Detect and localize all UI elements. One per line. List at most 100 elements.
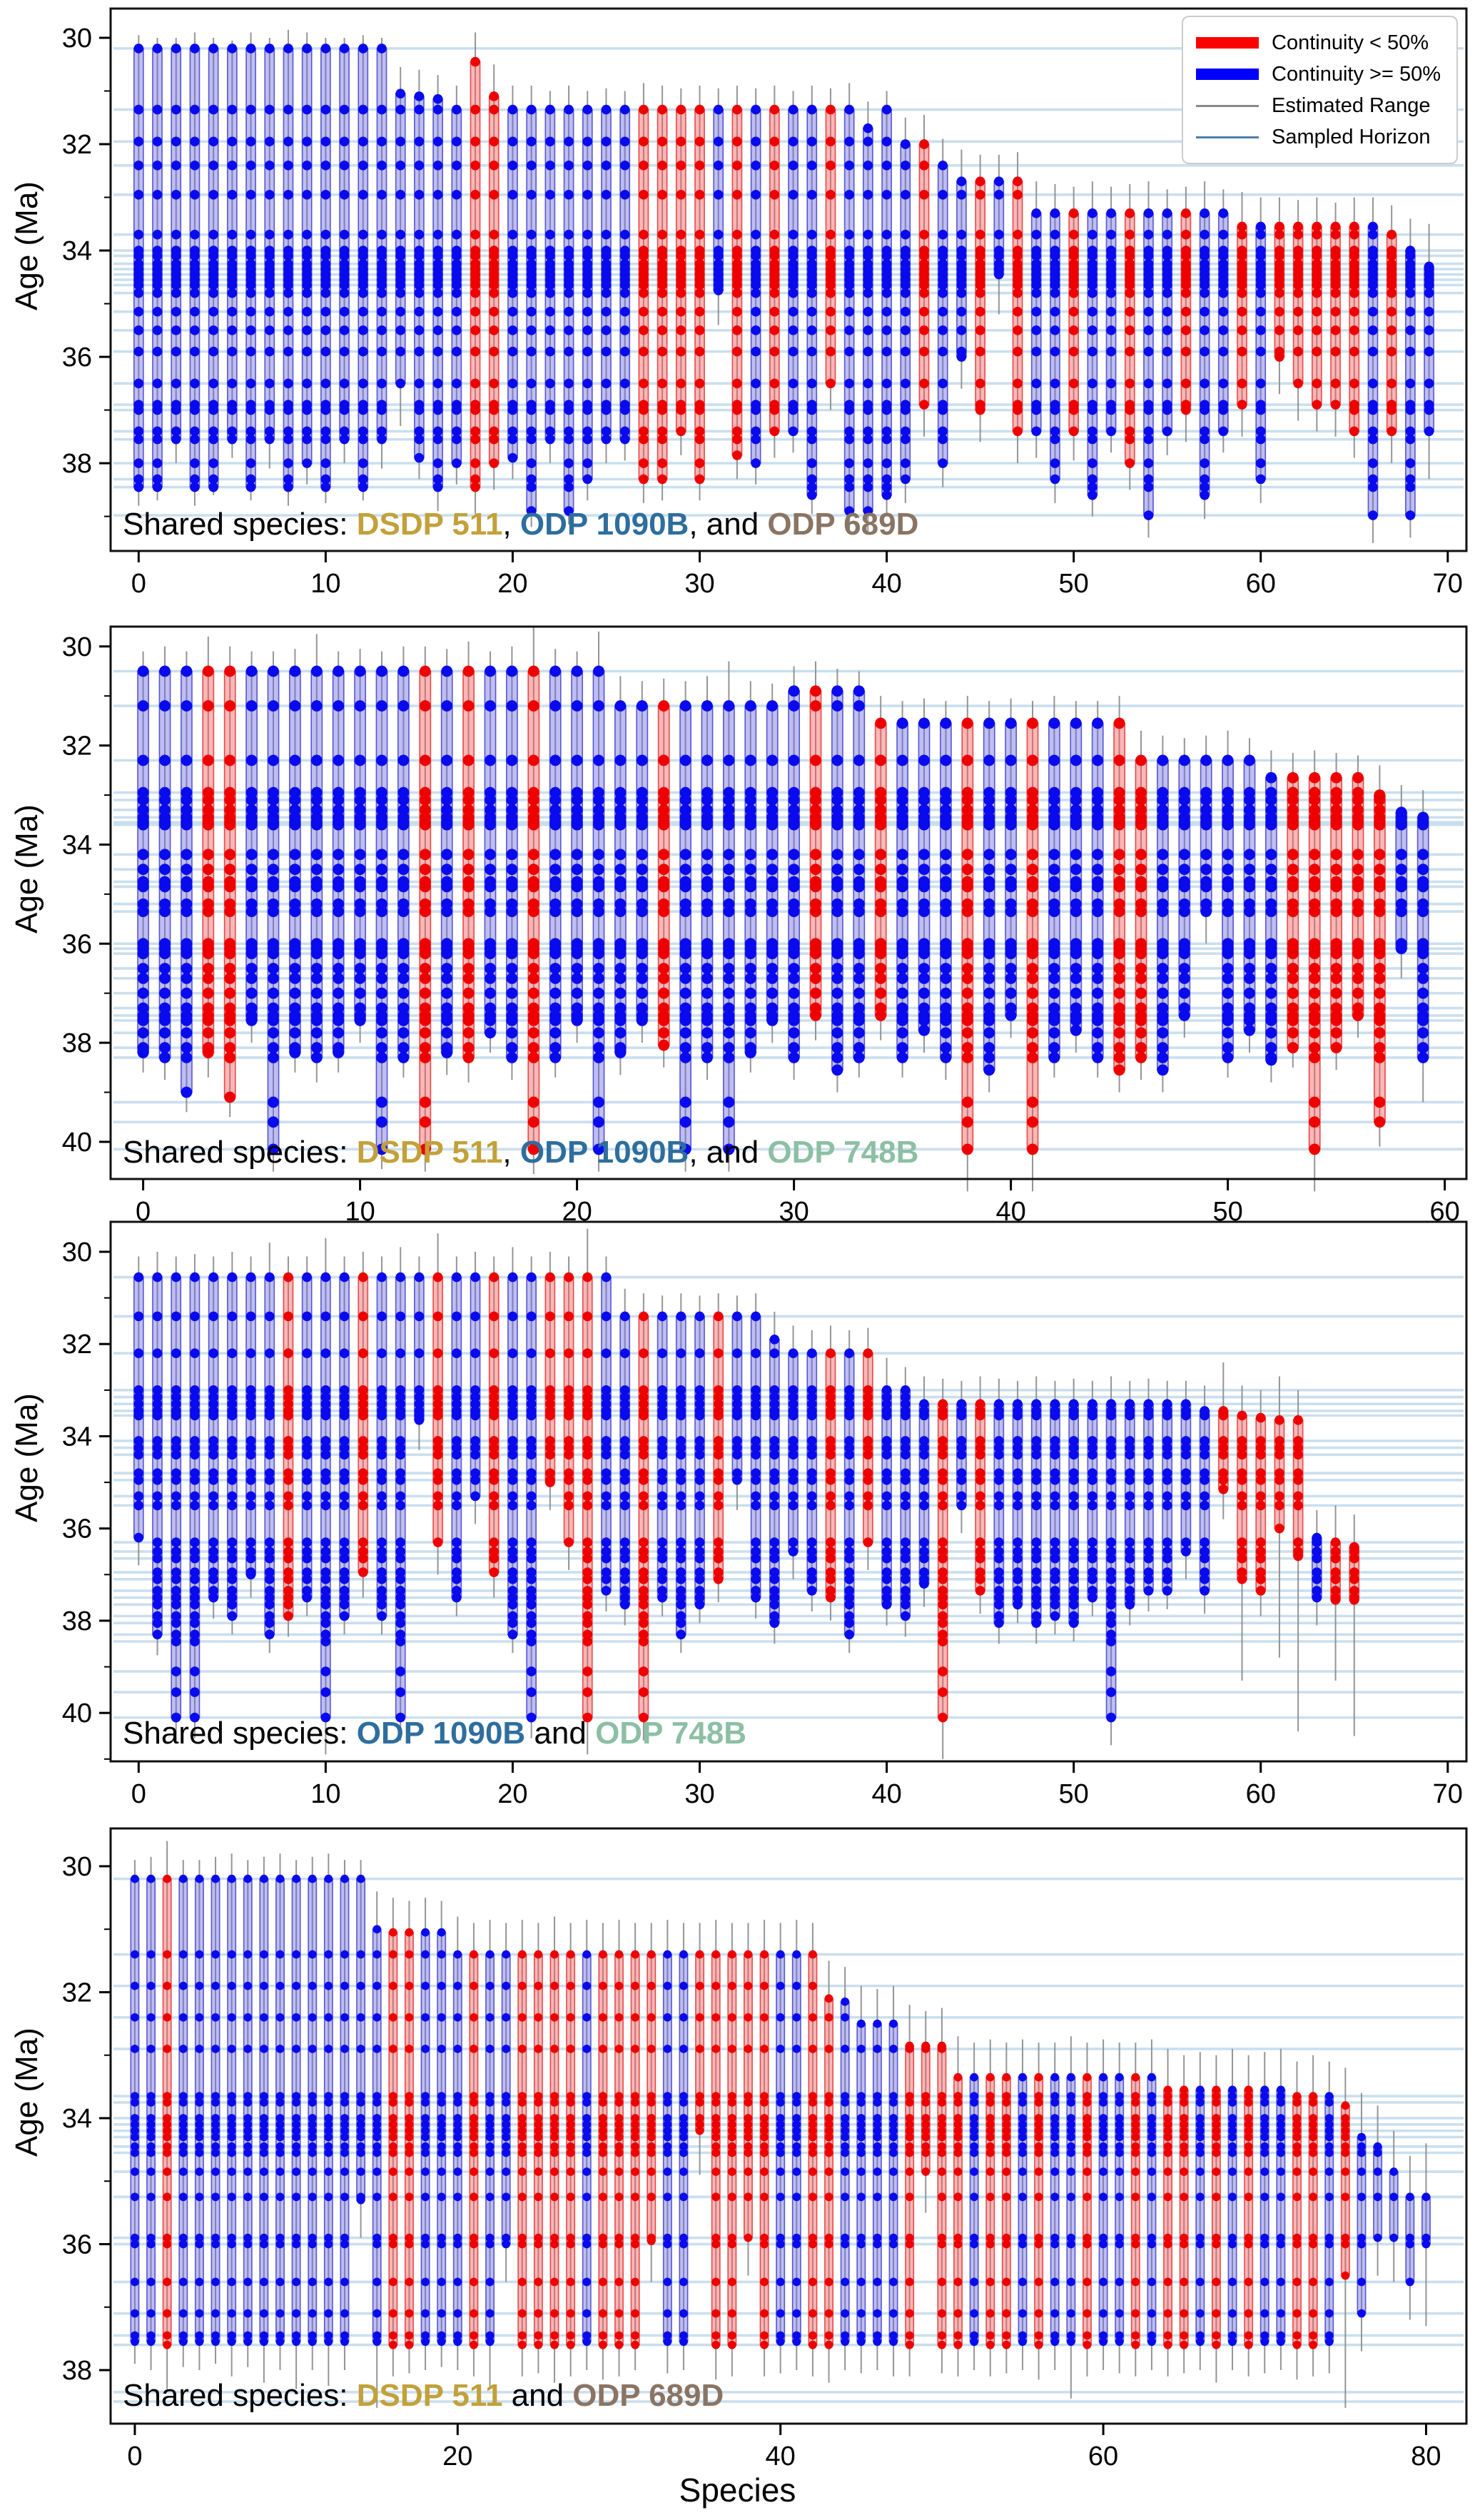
species-range-bar xyxy=(267,651,280,1172)
species-range-bar xyxy=(1255,197,1267,503)
panel-2-y-axis: 30 32 34 36 38 40 xyxy=(62,632,111,1158)
panel-2-x-axis: 0 10 20 30 40 50 60 xyxy=(136,1179,1460,1227)
species-range-bar xyxy=(451,1256,462,1616)
species-range-bar xyxy=(900,117,911,503)
species-range-bar xyxy=(1105,1376,1117,1746)
species-range-bar xyxy=(181,651,193,1113)
species-range-bar xyxy=(1308,2055,1318,2377)
species-range-bar xyxy=(1292,2061,1302,2380)
caption-panel-4: Shared species: DSDP 511 and ODP 689D xyxy=(123,2378,724,2414)
species-range-bar xyxy=(825,88,836,410)
species-range-bar xyxy=(223,646,236,1118)
species-range-bar xyxy=(452,1916,462,2370)
species-range-bar xyxy=(259,1856,269,2383)
species-range-bar xyxy=(750,88,761,485)
panel-1-y-axis: 30 32 34 36 38 xyxy=(62,24,111,517)
legend-box: Continuity < 50% Continuity >= 50% Estimat… xyxy=(1182,16,1458,164)
species-range-bar xyxy=(1416,790,1429,1103)
caption-text: , and xyxy=(689,1135,768,1170)
species-range-bar xyxy=(993,154,1005,315)
species-range-bar xyxy=(320,1238,331,1755)
legend-item: Continuity >= 50% xyxy=(1196,59,1441,90)
species-range-bar xyxy=(526,1256,537,1739)
species-range-bar xyxy=(843,1330,855,1654)
species-range-bar xyxy=(1217,189,1229,453)
caption-site-name: DSDP 511 xyxy=(356,507,503,542)
species-range-bar xyxy=(1340,2068,1350,2408)
species-range-bar xyxy=(993,1378,1005,1644)
species-range-bar xyxy=(662,1919,672,2374)
species-range-bar xyxy=(601,88,612,464)
species-range-bar xyxy=(582,1919,592,2370)
svg-text:38: 38 xyxy=(62,449,92,479)
species-range-bar xyxy=(264,37,275,469)
species-range-bar xyxy=(505,646,518,1081)
svg-text:34: 34 xyxy=(62,830,92,860)
caption-site-name: ODP 689D xyxy=(572,2378,724,2413)
species-range-bar xyxy=(985,2039,995,2377)
species-range-bar xyxy=(759,1919,769,2377)
species-range-bar xyxy=(953,2036,963,2377)
species-range-bar xyxy=(675,1293,686,1654)
species-range-bar xyxy=(414,69,425,480)
species-range-bar xyxy=(1179,2055,1189,2374)
species-range-bar xyxy=(1180,1380,1192,1579)
species-range-bar xyxy=(152,37,163,501)
caption-text: , and xyxy=(689,507,768,542)
species-range-bar xyxy=(301,1256,313,1616)
species-range-bar xyxy=(1324,2061,1334,2374)
species-range-bar xyxy=(711,1919,721,2380)
species-range-bar xyxy=(750,1293,761,1619)
species-range-bar xyxy=(419,646,432,1172)
species-range-bar xyxy=(1367,197,1379,543)
species-range-bar xyxy=(1087,1380,1098,1616)
species-range-bar xyxy=(881,91,892,517)
panel-3-x-axis: 0 10 20 30 40 50 60 70 xyxy=(131,1761,1463,1809)
panel-4-x-axis: 0 20 40 60 80 xyxy=(127,2424,1441,2471)
species-range-bar xyxy=(956,149,967,389)
svg-text:32: 32 xyxy=(62,732,92,761)
caption-site-name: ODP 748B xyxy=(595,1716,747,1751)
species-range-bar xyxy=(245,32,256,501)
panel-2-frame xyxy=(109,625,1468,1180)
species-range-bar xyxy=(375,651,388,1170)
species-range-bar xyxy=(376,1256,387,1635)
caption-text: Shared species: xyxy=(123,2378,357,2413)
species-range-bar xyxy=(713,88,724,325)
species-range-bar xyxy=(701,676,714,1081)
species-range-bar xyxy=(731,1295,743,1510)
species-range-bar xyxy=(619,91,631,461)
species-range-bar xyxy=(1386,205,1397,464)
caption-text: Shared species: xyxy=(123,1135,357,1170)
species-range-bar xyxy=(332,651,345,1073)
panel-2: 30 32 34 36 38 40 0 10 20 30 40 50 60 xyxy=(62,625,1468,1227)
x-axis-label: Species xyxy=(679,2471,796,2509)
species-range-bar xyxy=(694,86,705,501)
species-range-bar xyxy=(189,1254,201,1739)
legend-label: Estimated Range xyxy=(1272,93,1431,117)
caption-site-name: DSDP 511 xyxy=(356,2378,503,2413)
species-range-bar xyxy=(769,86,780,458)
species-range-bar xyxy=(301,32,313,485)
species-range-bar xyxy=(1389,2130,1399,2282)
species-range-bar xyxy=(1237,1385,1247,1681)
species-range-bar xyxy=(856,1985,866,2374)
species-range-bar xyxy=(1405,2155,1415,2320)
species-range-bar xyxy=(694,1295,705,1624)
species-range-bar xyxy=(1227,2048,1237,2370)
species-range-bar xyxy=(937,1378,948,1759)
panel-4-species-bars xyxy=(130,1841,1431,2408)
species-range-bar xyxy=(451,86,462,485)
species-range-bar xyxy=(863,101,873,532)
svg-text:36: 36 xyxy=(62,343,92,373)
y-axis-label-panel-4: Age (Ma) xyxy=(9,2028,44,2157)
species-range-bar xyxy=(598,1923,608,2380)
species-range-bar xyxy=(1349,1514,1360,1736)
species-range-bar xyxy=(202,636,215,1078)
species-range-bar xyxy=(769,1312,780,1644)
species-range-bar xyxy=(1068,1378,1080,1641)
species-range-bar xyxy=(1421,2143,1431,2327)
legend-item: Estimated Range xyxy=(1196,90,1441,121)
species-range-bar xyxy=(921,2010,931,2213)
caption-site-name: ODP 689D xyxy=(767,507,919,542)
